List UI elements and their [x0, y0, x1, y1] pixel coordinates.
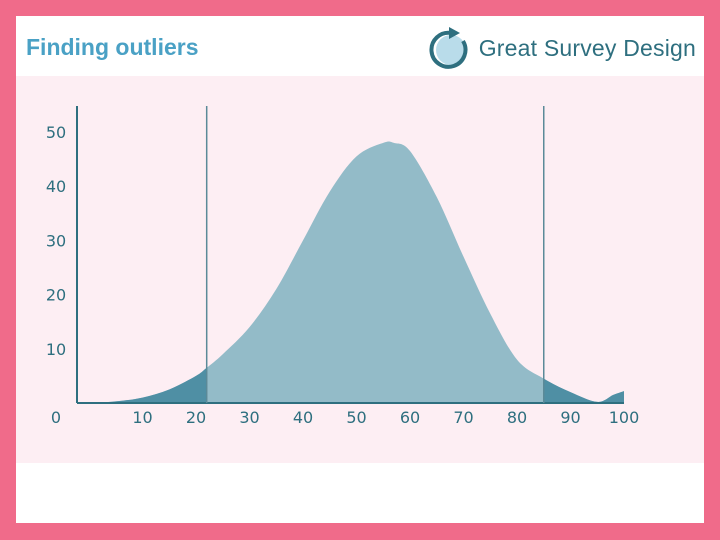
x-tick-label: 40	[293, 408, 313, 427]
x-tick-label: 50	[346, 408, 366, 427]
x-tick-label: 60	[400, 408, 420, 427]
brand-logo: Great Survey Design	[429, 21, 696, 76]
distribution-chart: 0 10 20 30 40 50 60 70 80 90 100 10 20 30 40 50	[46, 106, 640, 427]
chart-panel: 0 10 20 30 40 50 60 70 80 90 100 10 20 30 40 50	[16, 76, 704, 463]
x-tick-label: 30	[239, 408, 259, 427]
y-tick-label: 20	[46, 286, 66, 305]
distribution-area	[89, 141, 624, 403]
x-tick-label: 100	[609, 408, 640, 427]
x-tick-label: 90	[560, 408, 580, 427]
x-tick-label: 0	[51, 408, 61, 427]
left-tail-outliers	[89, 367, 207, 403]
x-tick-label: 20	[186, 408, 206, 427]
right-tail-outliers	[543, 378, 624, 403]
y-tick-label: 50	[46, 123, 66, 142]
slide: Finding outliers Great Survey Design 0 10…	[16, 16, 704, 523]
x-tick-label: 10	[132, 408, 152, 427]
y-tick-label: 40	[46, 177, 66, 196]
y-tick-label: 30	[46, 231, 66, 250]
refresh-circle-icon	[429, 26, 468, 69]
page-title: Finding outliers	[26, 34, 199, 60]
x-tick-label: 80	[507, 408, 527, 427]
x-tick-label: 70	[453, 408, 473, 427]
brand-name: Great Survey Design	[478, 35, 696, 61]
y-tick-label: 10	[46, 340, 66, 359]
